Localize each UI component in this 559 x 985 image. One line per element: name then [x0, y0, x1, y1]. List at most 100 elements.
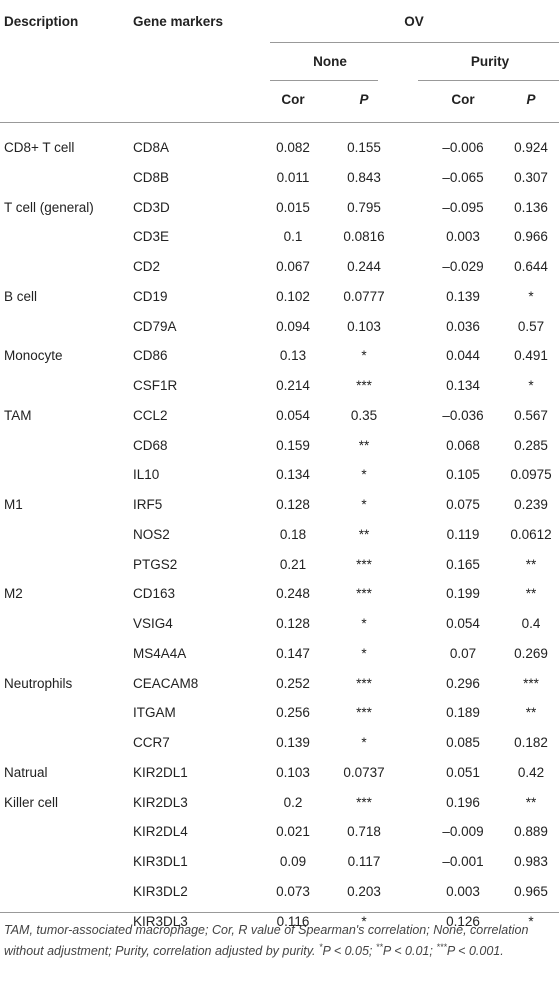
value-cell: ***	[356, 794, 372, 810]
value-cell: –0.065	[442, 169, 484, 185]
gene-cell: KIR2DL1	[133, 764, 188, 780]
header-cell: Description	[4, 14, 79, 29]
value-cell: ***	[523, 675, 539, 691]
value-cell: 0.718	[347, 824, 381, 840]
value-cell: 0.015	[276, 199, 310, 215]
value-cell: 0.155	[347, 140, 381, 155]
value-cell: 0.21	[279, 556, 307, 572]
value-cell: 0.795	[347, 199, 381, 215]
value-cell: 0.044	[446, 348, 480, 364]
gene-cell: CD163	[133, 586, 176, 602]
value-cell: ***	[356, 378, 372, 394]
value-cell: *	[361, 645, 367, 661]
footnote-text: P < 0.01;	[382, 944, 437, 959]
description-cell: Monocyte	[4, 348, 63, 364]
footnote-text: P < 0.001.	[446, 944, 504, 959]
value-cell: 0.244	[347, 259, 381, 275]
value-cell: –0.001	[442, 854, 484, 870]
header-cell: P	[526, 92, 536, 107]
gene-cell: CSF1R	[133, 378, 178, 394]
header-cell: P	[359, 92, 369, 107]
rule	[0, 912, 559, 913]
value-cell: 0.2	[283, 794, 303, 810]
value-cell: 0.054	[276, 407, 310, 423]
gene-cell: CD3D	[133, 199, 170, 215]
value-cell: *	[361, 616, 367, 632]
footnote-text: TAM, tumor-associated macrophage; Cor, R…	[4, 923, 529, 959]
gene-cell: KIR3DL3	[133, 913, 188, 929]
gene-cell: KIR3DL2	[133, 884, 188, 899]
rule	[270, 80, 378, 81]
value-cell: 0.843	[347, 169, 381, 185]
value-cell: 0.165	[446, 556, 480, 572]
footnote-sup: **	[375, 942, 383, 952]
value-cell: ***	[356, 556, 372, 572]
value-cell: 0.296	[446, 675, 480, 691]
gene-cell: VSIG4	[133, 616, 173, 632]
gene-cell: CCR7	[133, 735, 170, 751]
value-cell: 0.924	[514, 140, 548, 155]
value-cell: 0.239	[514, 497, 548, 513]
gene-cell: CD3E	[133, 229, 170, 245]
gene-cell: PTGS2	[133, 556, 178, 572]
value-cell: 0.248	[276, 586, 310, 602]
header-cell: OV	[404, 14, 424, 29]
gene-cell: MS4A4A	[133, 645, 187, 661]
description-cell: CD8+ T cell	[4, 140, 75, 155]
value-cell: 0.285	[514, 437, 548, 453]
header-cell: Gene markers	[133, 14, 224, 29]
description-cell: Killer cell	[4, 794, 59, 810]
gene-cell: CD2	[133, 259, 161, 275]
value-cell: 0.09	[279, 854, 307, 870]
value-cell: 0.139	[446, 288, 480, 304]
rule	[270, 42, 559, 43]
value-cell: *	[361, 467, 367, 483]
value-cell: 0.128	[276, 616, 310, 632]
value-cell: 0.07	[449, 645, 477, 661]
value-cell: 0.119	[446, 526, 480, 542]
value-cell: 0.189	[446, 705, 480, 721]
value-cell: 0.889	[514, 824, 548, 840]
value-cell: 0.003	[446, 884, 480, 899]
value-cell: 0.067	[276, 259, 310, 275]
value-cell: **	[525, 794, 537, 810]
gene-cell: KIR3DL1	[133, 854, 188, 870]
value-cell: 0.116	[276, 913, 310, 929]
value-cell: 0.269	[514, 645, 548, 661]
value-cell: 0.4	[521, 616, 541, 632]
gene-cell: KIR2DL4	[133, 824, 188, 840]
value-cell: 0.054	[446, 616, 480, 632]
value-cell: *	[528, 288, 534, 304]
value-cell: 0.103	[347, 318, 381, 334]
description-cell: T cell (general)	[4, 199, 94, 215]
value-cell: 0.094	[276, 318, 310, 334]
value-cell: 0.252	[276, 675, 310, 691]
value-cell: 0.128	[276, 497, 310, 513]
gene-cell: KIR2DL3	[133, 794, 188, 810]
footnote-sup: ***	[436, 942, 447, 952]
value-cell: 0.203	[347, 884, 381, 899]
value-cell: 0.134	[446, 378, 480, 394]
footnote-sup: *	[318, 942, 323, 952]
value-cell: 0.159	[276, 437, 310, 453]
gene-cell: CD8B	[133, 169, 170, 185]
value-cell: 0.1	[283, 229, 303, 245]
value-cell: 0.011	[276, 169, 310, 185]
value-cell: *	[361, 497, 367, 513]
value-cell: *	[361, 735, 367, 751]
value-cell: ***	[356, 675, 372, 691]
value-cell: **	[525, 705, 537, 721]
value-cell: 0.147	[276, 645, 310, 661]
value-cell: 0.102	[276, 288, 310, 304]
gene-cell: NOS2	[133, 526, 170, 542]
gene-cell: CD8A	[133, 140, 170, 155]
header-cell: None	[313, 54, 347, 69]
value-cell: 0.199	[446, 586, 480, 602]
gene-cell: IRF5	[133, 497, 163, 513]
value-cell: 0.068	[446, 437, 480, 453]
value-cell: 0.036	[446, 318, 480, 334]
value-cell: 0.0777	[343, 288, 385, 304]
value-cell: 0.117	[347, 854, 381, 870]
description-cell: B cell	[4, 288, 38, 304]
value-cell: ***	[356, 705, 372, 721]
